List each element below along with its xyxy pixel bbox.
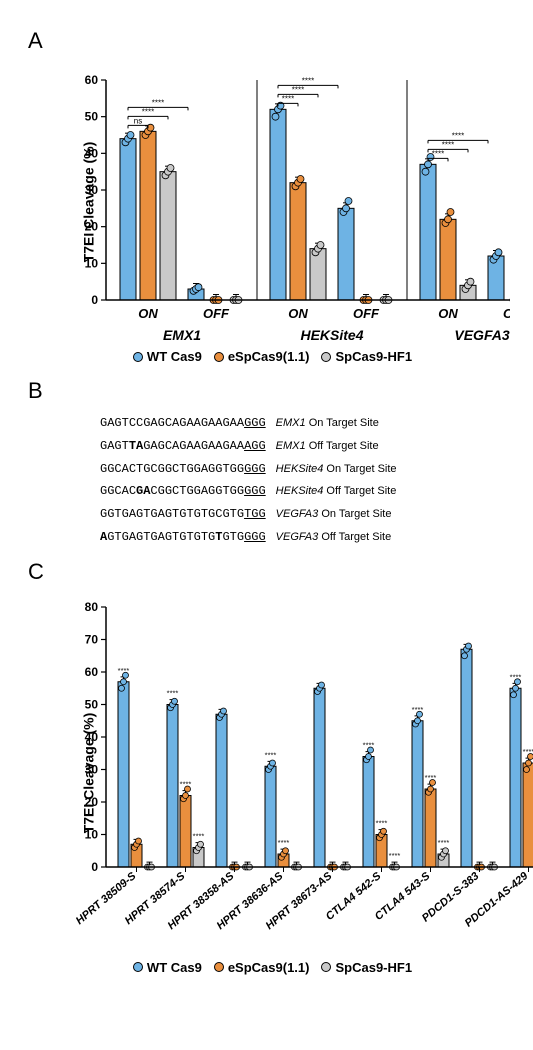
panel-a-label: A bbox=[28, 28, 513, 54]
svg-text:****: **** bbox=[265, 750, 277, 759]
chart-c: 01020304050607080****HPRT 38509-S*******… bbox=[70, 593, 533, 963]
svg-text:****: **** bbox=[282, 94, 294, 103]
svg-text:50: 50 bbox=[85, 697, 99, 711]
svg-text:****: **** bbox=[302, 76, 314, 85]
chart-a-wrap: T7EI Cleavage (%) 0102030405060ONns*****… bbox=[70, 62, 513, 342]
panel-b-label: B bbox=[28, 378, 513, 404]
svg-text:****: **** bbox=[278, 838, 290, 847]
svg-text:ns: ns bbox=[134, 116, 142, 125]
svg-text:****: **** bbox=[438, 838, 450, 847]
svg-text:****: **** bbox=[292, 85, 304, 94]
svg-text:HEKSite4: HEKSite4 bbox=[300, 327, 363, 343]
svg-text:****: **** bbox=[193, 831, 205, 840]
sequence-row: GGCACTGCGGCTGGAGGTGGGGGHEKSite4 On Targe… bbox=[100, 458, 513, 481]
svg-text:****: **** bbox=[523, 747, 533, 756]
svg-text:****: **** bbox=[363, 740, 375, 749]
svg-text:****: **** bbox=[152, 98, 164, 107]
svg-text:****: **** bbox=[376, 818, 388, 827]
svg-text:****: **** bbox=[510, 672, 522, 681]
svg-text:****: **** bbox=[412, 705, 424, 714]
svg-text:0: 0 bbox=[91, 860, 98, 874]
svg-text:OFF: OFF bbox=[353, 306, 380, 321]
chart-a-ylabel: T7EI Cleavage (%) bbox=[80, 142, 96, 263]
legend-swatch bbox=[214, 962, 224, 972]
panel-c-label: C bbox=[28, 559, 513, 585]
svg-text:****: **** bbox=[389, 851, 401, 860]
svg-text:80: 80 bbox=[85, 600, 99, 614]
legend-swatch bbox=[321, 962, 331, 972]
svg-text:60: 60 bbox=[85, 665, 99, 679]
svg-text:****: **** bbox=[432, 149, 444, 158]
svg-text:0: 0 bbox=[91, 293, 98, 307]
svg-text:50: 50 bbox=[85, 110, 99, 124]
chart-a: 0102030405060ONns********OFFEMX1ON******… bbox=[70, 62, 510, 356]
svg-text:****: **** bbox=[180, 779, 192, 788]
svg-text:****: **** bbox=[452, 131, 464, 140]
svg-text:VEGFA3: VEGFA3 bbox=[454, 327, 509, 343]
svg-text:OFF: OFF bbox=[503, 306, 510, 321]
sequence-block: GAGTCCGAGCAGAAGAAGAAGGGEMX1 On Target Si… bbox=[100, 412, 513, 549]
sequence-row: AGTGAGTGAGTGTGTGTGTGGGGVEGFA3 Off Target… bbox=[100, 526, 513, 549]
svg-text:ON: ON bbox=[438, 306, 458, 321]
svg-text:****: **** bbox=[142, 107, 154, 116]
sequence-row: GAGTTAGAGCAGAAGAAGAAAGGEMX1 Off Target S… bbox=[100, 435, 513, 458]
sequence-row: GAGTCCGAGCAGAAGAAGAAGGGEMX1 On Target Si… bbox=[100, 412, 513, 435]
svg-text:EMX1: EMX1 bbox=[163, 327, 201, 343]
svg-text:ON: ON bbox=[288, 306, 308, 321]
svg-text:ON: ON bbox=[138, 306, 158, 321]
svg-text:****: **** bbox=[442, 140, 454, 149]
svg-text:60: 60 bbox=[85, 73, 99, 87]
chart-c-wrap: T7EI Cleavage (%) 01020304050607080****H… bbox=[70, 593, 513, 953]
chart-c-ylabel: T7EI Cleavage (%) bbox=[80, 713, 96, 834]
svg-text:****: **** bbox=[167, 688, 179, 697]
legend-swatch bbox=[133, 962, 143, 972]
svg-text:****: **** bbox=[118, 666, 130, 675]
svg-text:70: 70 bbox=[85, 632, 99, 646]
sequence-row: GGTGAGTGAGTGTGTGCGTGTGGVEGFA3 On Target … bbox=[100, 503, 513, 526]
sequence-row: GGCACGACGGCTGGAGGTGGGGGHEKSite4 Off Targ… bbox=[100, 480, 513, 503]
svg-text:****: **** bbox=[425, 773, 437, 782]
svg-text:OFF: OFF bbox=[203, 306, 230, 321]
